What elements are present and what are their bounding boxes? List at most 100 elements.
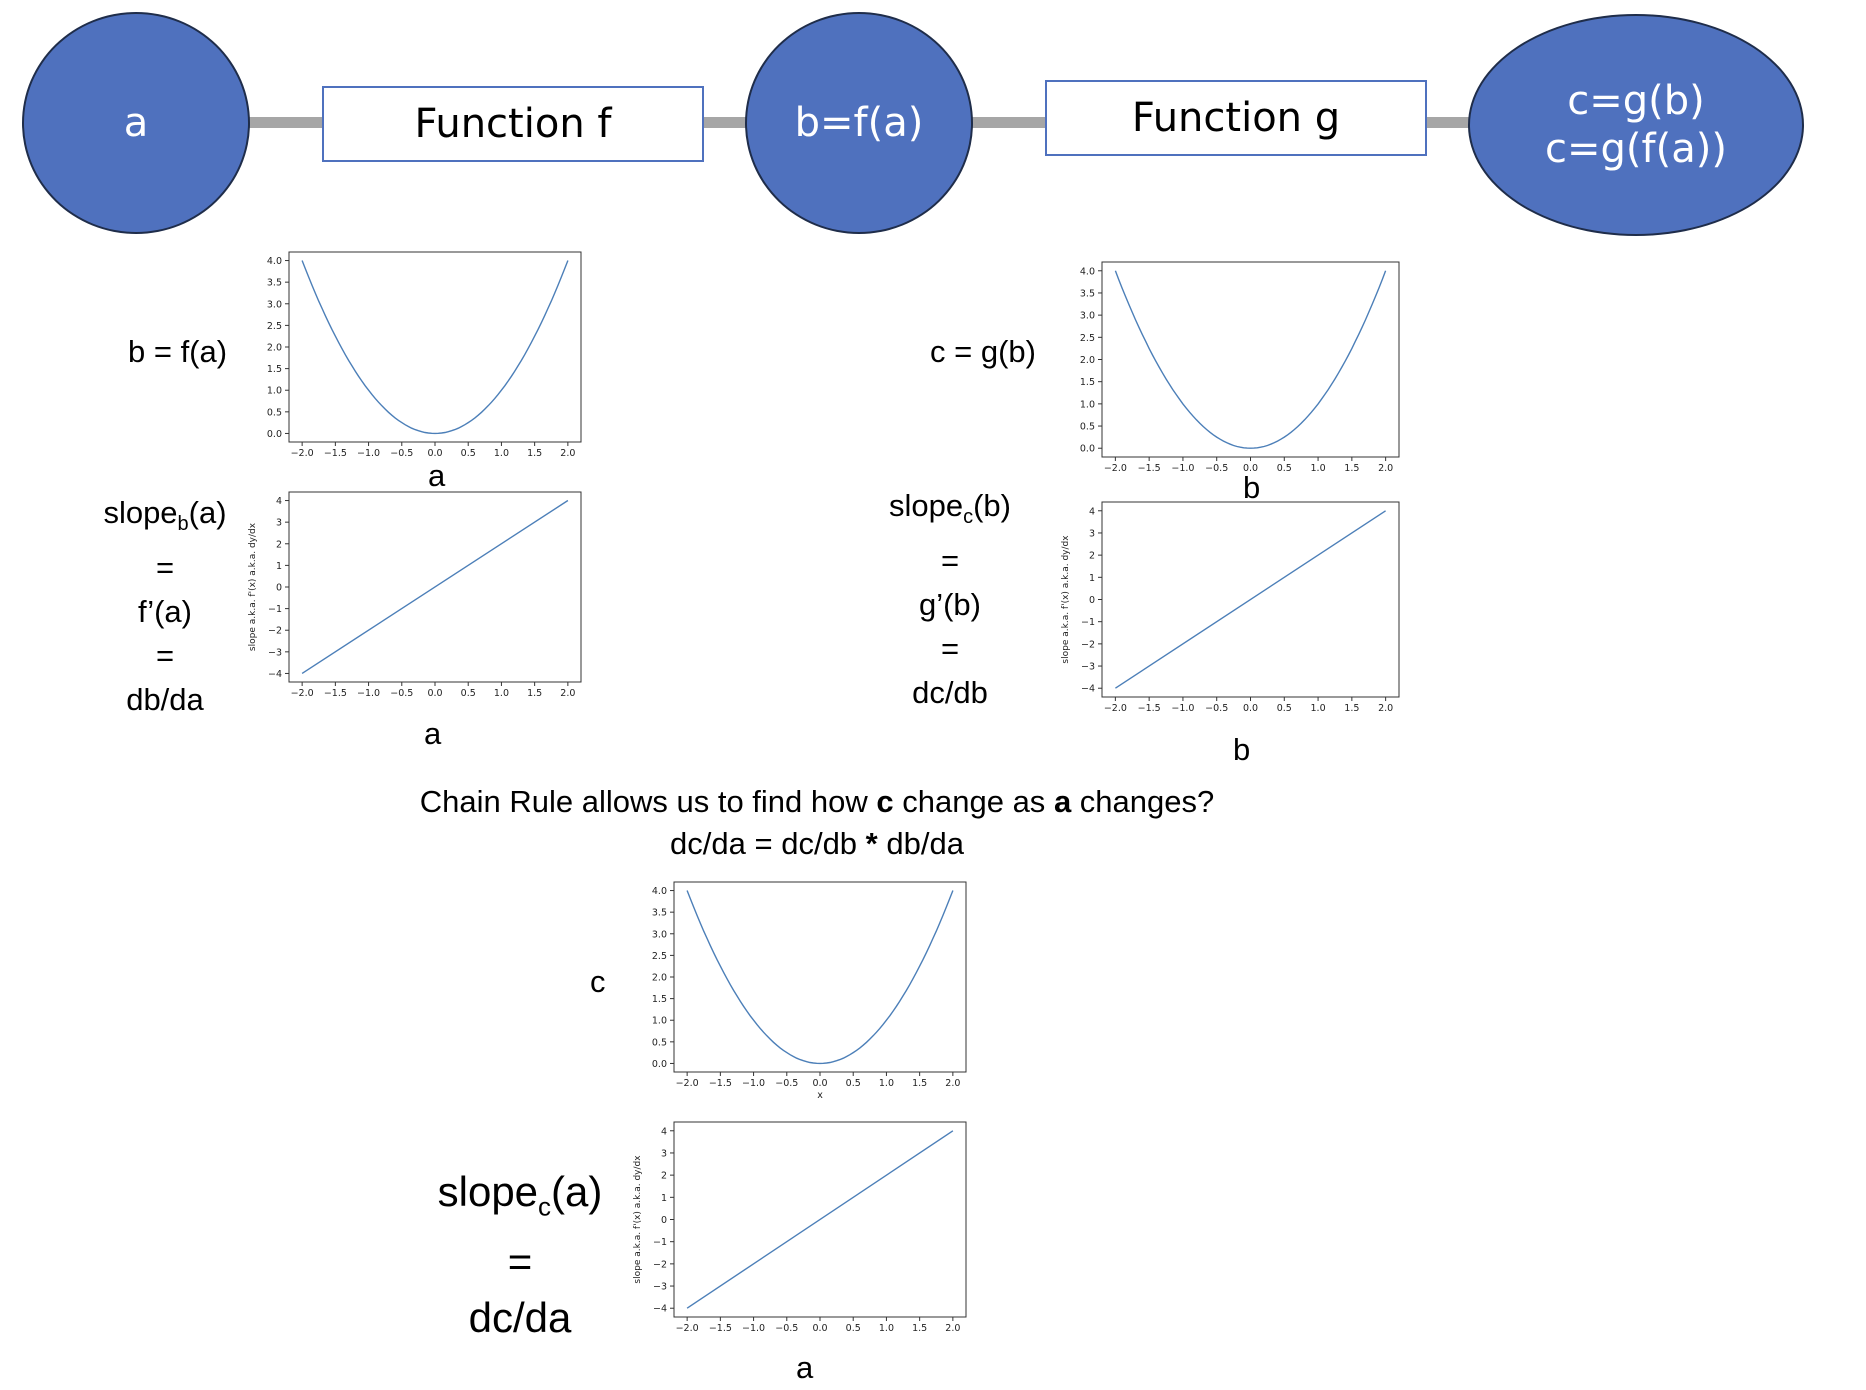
series-line (686, 1130, 954, 1309)
x-tick-label: −1.0 (357, 688, 380, 699)
x-tick-label: 1.0 (1311, 703, 1326, 714)
y-tick-label: −3 (1081, 662, 1095, 673)
g-prime: g’(b) (918, 587, 981, 623)
y-tick-label: 1 (276, 561, 282, 572)
plot-f-of-a: −2.0 −1.5 −1.0 −0.5 0.0 0.5 1.0 1.5 2.0 0.0 0.5 1.0… (267, 251, 582, 459)
axis-label-a-2: a (424, 716, 442, 751)
plot-g-of-b: −2.0 −1.5 −1.0 −0.5 0.0 0.5 1.0 1.5 2.0 0.0 0.5 1.0… (1080, 261, 1400, 474)
x-tick-label: 2.0 (945, 1078, 960, 1089)
y-tick-label: −4 (1081, 684, 1095, 695)
y-tick-label: 4 (1089, 506, 1095, 517)
axis-label-b-1: b (1243, 470, 1261, 505)
x-tick-label: −1.5 (709, 1078, 732, 1089)
label-b-eq-fa: b = f(a) (128, 334, 228, 369)
y-tick-label: 3.0 (267, 299, 282, 310)
slope-b-prefix: slope (103, 495, 178, 530)
y-axis-label: slope a.k.a. f'(x) a.k.a. dy/dx (1061, 535, 1071, 664)
y-tick-label: 2.5 (1080, 333, 1095, 344)
y-tick-label: 1.0 (1080, 399, 1095, 410)
plot-frame (288, 251, 582, 443)
y-tick-label: 0.0 (1080, 444, 1095, 455)
y-tick-label: 3.0 (652, 929, 667, 940)
y-tick-label: 2.5 (267, 321, 282, 332)
slope-ca-suffix: (a) (551, 1168, 603, 1215)
node-c-label-2: c=g(f(a)) (1545, 126, 1727, 172)
eq-2: = (155, 638, 175, 674)
function-f-label: Function f (414, 101, 612, 147)
y-tick-label: 1 (1089, 573, 1095, 584)
y-tick-label: 4.0 (1080, 266, 1095, 277)
slope-b-sub: b (177, 513, 189, 536)
eq-3: = (940, 543, 960, 579)
chain-formula-post: db/da (877, 826, 964, 861)
x-tick-label: −1.0 (1171, 463, 1194, 474)
series-line (301, 260, 569, 435)
x-tick-label: 1.5 (1344, 463, 1359, 474)
plot-slope-b: −2.0 −1.5 −1.0 −0.5 0.0 0.5 1.0 1.5 2.0 −4 −3 −2 −1 0… (248, 491, 582, 699)
y-tick-label: 0 (1089, 595, 1095, 606)
chain-rule-question: Chain Rule allows us to find how c chang… (0, 784, 1634, 820)
plot-frame (1101, 261, 1400, 458)
x-tick-label: −1.5 (324, 688, 347, 699)
y-tick-label: 3 (1089, 528, 1095, 539)
x-tick-label: 0.0 (812, 1078, 827, 1089)
x-tick-label: 1.5 (527, 688, 542, 699)
plot-frame (673, 881, 967, 1073)
label-c: c (590, 964, 606, 999)
x-tick-label: 0.5 (461, 448, 476, 459)
y-axis-label: slope a.k.a. f'(x) a.k.a. dy/dx (633, 1155, 643, 1284)
x-tick-label: −0.5 (390, 448, 413, 459)
node-c: c=g(b) c=g(f(a)) (1468, 14, 1804, 236)
series-line (1115, 510, 1386, 689)
x-tick-label: 0.0 (1243, 463, 1258, 474)
chain-a: a (1053, 784, 1072, 819)
x-tick-label: −1.0 (742, 1078, 765, 1089)
node-c-label-1: c=g(b) (1567, 78, 1705, 124)
y-tick-label: −2 (1081, 639, 1095, 650)
x-tick-label: −2.0 (676, 1323, 699, 1334)
slope-ca-prefix: slope (437, 1168, 539, 1215)
x-tick-label: 1.5 (1344, 703, 1359, 714)
x-tick-label: −0.5 (1205, 463, 1228, 474)
x-tick-label: 1.0 (1311, 463, 1326, 474)
y-tick-label: −2 (653, 1259, 667, 1270)
x-tick-label: 1.0 (494, 688, 509, 699)
x-tick-label: 1.5 (527, 448, 542, 459)
y-tick-label: −1 (1081, 617, 1095, 628)
link-a-f (245, 117, 325, 128)
y-tick-label: 2 (661, 1171, 667, 1182)
y-tick-label: 4 (661, 1126, 667, 1137)
link-b-g (970, 117, 1045, 128)
chain-c: c (876, 784, 894, 819)
y-tick-label: 1.5 (652, 994, 667, 1005)
y-tick-label: 0.5 (267, 407, 282, 418)
y-tick-label: 2.0 (267, 343, 282, 354)
chain-formula-star: * (865, 826, 878, 861)
x-tick-label: 2.0 (560, 448, 575, 459)
x-axis-label: x (817, 1090, 823, 1101)
link-g-c (1425, 117, 1470, 128)
y-tick-label: 0 (276, 583, 282, 594)
y-tick-label: 2 (276, 539, 282, 550)
derivative-label-c-a: slopec(a) = dc/da (435, 1164, 605, 1346)
series-line (686, 890, 954, 1065)
x-tick-label: −1.5 (709, 1323, 732, 1334)
y-tick-label: 0.0 (652, 1059, 667, 1070)
axis-label-a-1: a (428, 458, 446, 493)
eq-1: = (155, 550, 175, 586)
node-a-label: a (123, 100, 149, 146)
y-tick-label: 1.0 (652, 1016, 667, 1027)
db-da: db/da (126, 682, 204, 718)
x-tick-label: −2.0 (1104, 463, 1127, 474)
x-tick-label: 1.5 (912, 1323, 927, 1334)
node-b: b=f(a) (745, 12, 973, 234)
y-tick-label: −4 (268, 669, 282, 680)
y-tick-label: 4 (276, 496, 282, 507)
dc-db: dc/db (912, 675, 988, 711)
plot-slope-c-b: −2.0 −1.5 −1.0 −0.5 0.0 0.5 1.0 1.5 2.0 −4 −3 −2 −1 0… (1061, 501, 1400, 714)
node-b-label: b=f(a) (794, 100, 924, 146)
axis-label-a-3: a (796, 1350, 814, 1385)
derivative-label-b: slopeb(a) = f’(a) = db/da (95, 491, 235, 722)
x-tick-label: 1.0 (494, 448, 509, 459)
chain-mid: change as (893, 784, 1054, 819)
